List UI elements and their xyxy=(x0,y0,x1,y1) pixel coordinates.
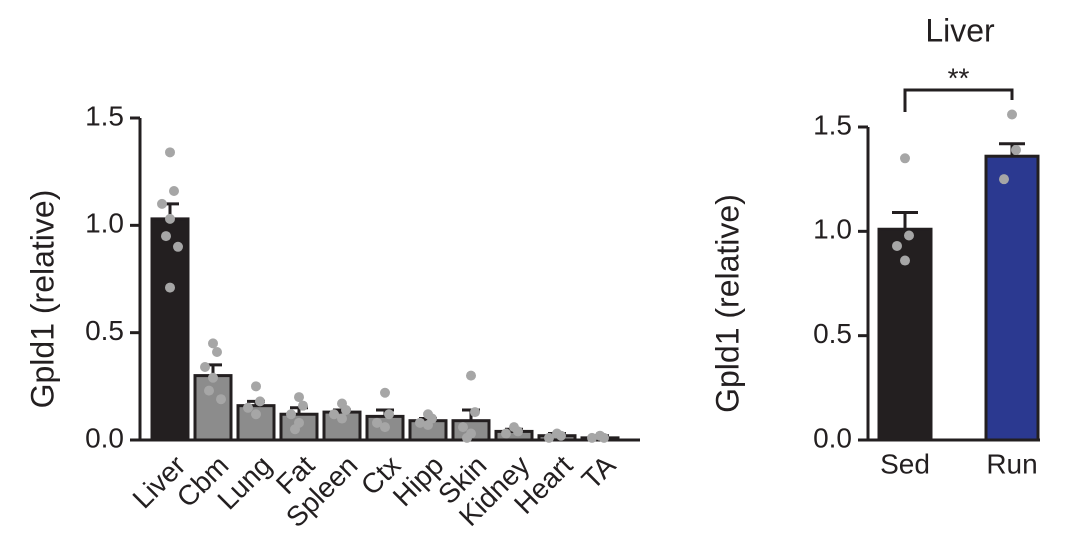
bar xyxy=(193,374,233,442)
data-point xyxy=(423,419,433,430)
chart-title: Liver xyxy=(925,12,995,48)
data-point xyxy=(1007,109,1017,120)
data-point xyxy=(165,213,175,224)
data-point xyxy=(544,432,554,443)
data-point xyxy=(462,432,472,443)
data-point xyxy=(466,370,476,381)
data-point xyxy=(157,198,167,209)
data-point xyxy=(216,394,226,405)
data-point xyxy=(329,409,339,420)
data-point xyxy=(169,185,179,196)
data-point xyxy=(556,430,566,441)
data-point xyxy=(208,338,218,349)
y-tick-label: 0.0 xyxy=(85,422,124,453)
data-point xyxy=(372,417,382,428)
data-point xyxy=(290,424,300,435)
data-point xyxy=(204,385,214,396)
data-point xyxy=(298,400,308,411)
data-point xyxy=(337,413,347,424)
bar xyxy=(150,217,190,442)
data-point xyxy=(900,153,910,164)
y-axis-label: Gpld1 (relative) xyxy=(24,190,60,409)
data-point xyxy=(251,409,261,420)
y-tick-label: 1.0 xyxy=(85,208,124,239)
data-point xyxy=(1011,144,1021,155)
data-point xyxy=(587,432,597,443)
data-point xyxy=(380,422,390,433)
data-point xyxy=(599,432,609,443)
data-point xyxy=(513,426,523,437)
data-point xyxy=(999,174,1009,185)
x-tick-label: TA xyxy=(576,449,622,495)
data-point xyxy=(501,428,511,439)
y-tick-label: 1.5 xyxy=(813,109,852,140)
y-tick-label: 0.5 xyxy=(85,315,124,346)
y-tick-label: 1.0 xyxy=(813,214,852,245)
data-point xyxy=(384,409,394,420)
data-point xyxy=(251,381,261,392)
data-point xyxy=(380,387,390,398)
data-point xyxy=(208,372,218,383)
data-point xyxy=(415,417,425,428)
error-bar xyxy=(892,211,918,230)
x-tick-label: Run xyxy=(986,448,1037,479)
data-point xyxy=(904,230,914,241)
y-tick-label: 1.5 xyxy=(85,100,124,131)
data-point xyxy=(161,231,171,242)
data-point xyxy=(286,409,296,420)
data-point xyxy=(900,255,910,266)
data-point xyxy=(165,282,175,293)
data-point xyxy=(341,404,351,415)
data-point xyxy=(892,240,902,251)
y-axis-label: Gpld1 (relative) xyxy=(709,194,745,413)
y-tick-label: 0.0 xyxy=(813,422,852,453)
data-point xyxy=(200,362,210,373)
data-point xyxy=(212,346,222,357)
y-tick-label: 0.5 xyxy=(813,318,852,349)
bar xyxy=(236,404,276,442)
data-point xyxy=(458,422,468,433)
data-point xyxy=(470,407,480,418)
data-point xyxy=(173,241,183,252)
data-point xyxy=(294,392,304,403)
bar xyxy=(984,154,1040,442)
data-point xyxy=(255,396,265,407)
data-point xyxy=(165,147,175,158)
x-tick-label: Sed xyxy=(880,448,930,479)
significance-label: ** xyxy=(948,62,970,93)
significance-bracket xyxy=(903,88,1014,112)
data-point xyxy=(243,402,253,413)
